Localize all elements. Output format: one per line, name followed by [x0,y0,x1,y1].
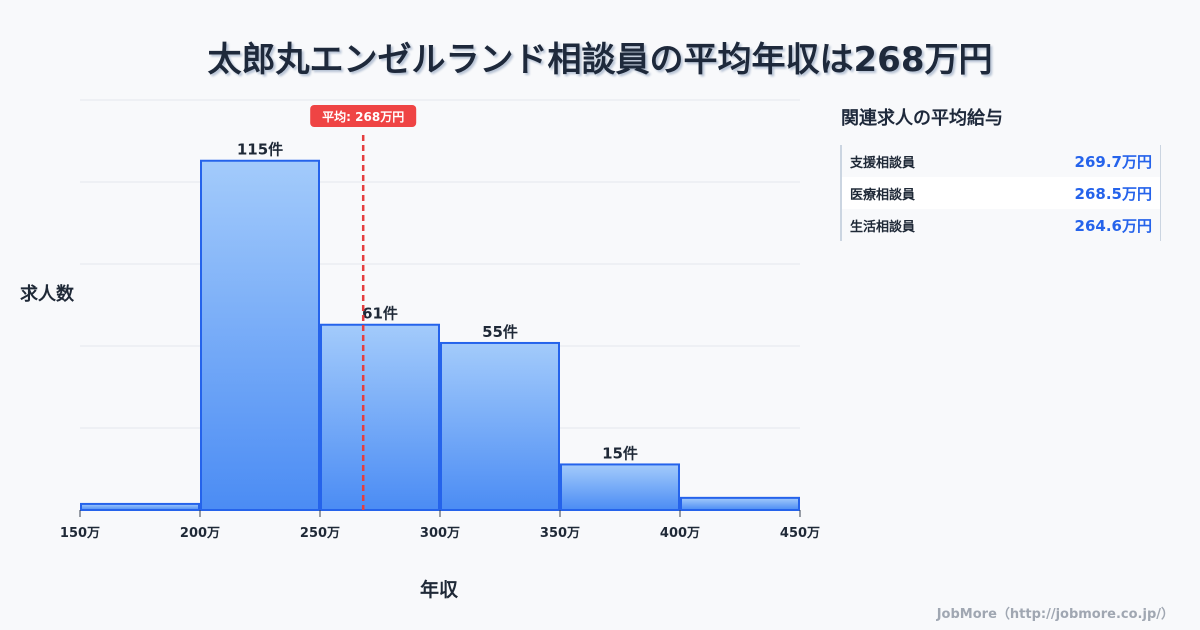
bar-data-label: 115件 [237,141,283,159]
table-row: 支援相談員 269.7万円 [842,145,1160,177]
x-tick-label: 250万 [300,526,340,541]
y-axis-label: 求人数 [20,284,74,305]
x-axis-label: 年収 [420,579,459,601]
mean-label: 平均: 268万円 [322,109,404,124]
histogram-bar [440,341,560,511]
histogram-bar [200,159,320,511]
histogram-chart: 115件 61件 55件 15件 150万 200万 250万 300万 350万 400万 450… [60,99,820,541]
x-tick-label: 350万 [540,526,580,541]
job-name: 医療相談員 [850,187,916,203]
mean-badge [310,105,417,127]
x-tick-label: 450万 [780,526,820,541]
job-salary: 268.5万円 [1074,184,1152,203]
bar-data-label: 61件 [362,305,398,323]
related-salary-table: 支援相談員 269.7万円 医療相談員 268.5万円 生活相談員 264.6万円 [840,145,1161,241]
x-tick-label: 200万 [180,526,220,541]
bar-data-label: 55件 [482,323,518,341]
job-salary: 264.6万円 [1074,216,1152,235]
x-tick-label: 400万 [660,526,700,541]
histogram-bar [680,496,800,511]
related-salary-title: 関連求人の平均給与 [841,108,1003,129]
histogram-bar [320,323,440,512]
x-tick-label: 150万 [60,526,100,541]
table-row: 医療相談員 268.5万円 [842,177,1160,209]
table-row: 生活相談員 264.6万円 [842,209,1160,241]
footer-credit: JobMore（http://jobmore.co.jp/） [936,607,1174,622]
x-tick-label: 300万 [420,526,460,541]
bar-data-label: 15件 [602,444,638,462]
histogram-bar [560,463,680,512]
page-title: 太郎丸エンゼルランド相談員の平均年収は268万円 [207,40,993,80]
job-salary: 269.7万円 [1074,152,1152,171]
job-name: 生活相談員 [850,219,916,235]
job-name: 支援相談員 [850,155,916,171]
